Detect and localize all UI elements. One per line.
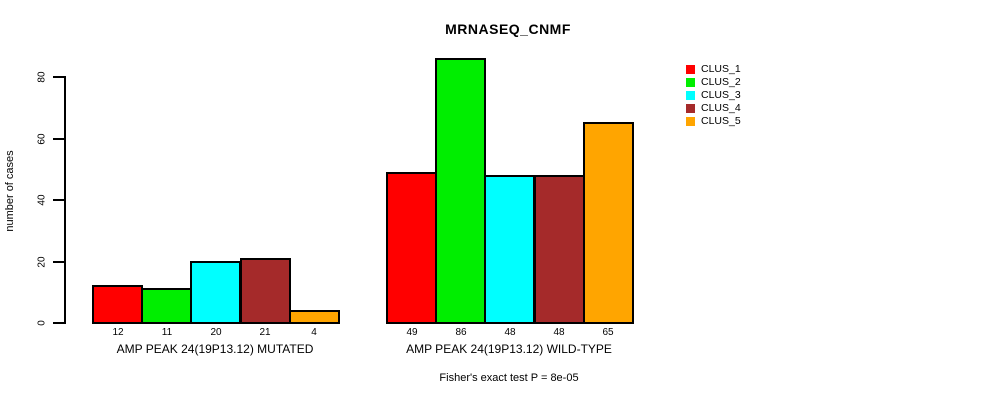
bar-clus_2-group-2 xyxy=(435,58,486,324)
y-axis-tick-label: 60 xyxy=(36,133,48,145)
footnote: Fisher's exact test P = 8e-05 xyxy=(439,372,579,384)
legend-swatch-clus_5 xyxy=(686,117,695,126)
bar-clus_4-group-1 xyxy=(240,258,291,324)
y-axis-tick xyxy=(53,76,64,79)
x-axis-group-label: AMP PEAK 24(19P13.12) MUTATED xyxy=(116,342,314,356)
bar-clus_3-group-2 xyxy=(484,175,535,324)
bar-value-label: 65 xyxy=(602,327,614,338)
bar-clus_5-group-1 xyxy=(289,310,340,324)
legend-swatch-clus_3 xyxy=(686,91,695,100)
y-axis-tick xyxy=(53,260,64,263)
legend-swatch-clus_2 xyxy=(686,78,695,87)
bar-value-label: 49 xyxy=(406,327,418,338)
y-axis-tick xyxy=(53,137,64,140)
bar-value-label: 21 xyxy=(259,327,271,338)
y-axis-tick xyxy=(53,322,64,324)
bar-clus_4-group-2 xyxy=(534,175,585,324)
bar-value-label: 86 xyxy=(455,327,467,338)
bar-clus_5-group-2 xyxy=(583,122,634,324)
legend-label-clus_4: CLUS_4 xyxy=(701,102,741,114)
x-axis-group-label: AMP PEAK 24(19P13.12) WILD-TYPE xyxy=(406,342,612,356)
legend-swatch-clus_1 xyxy=(686,65,695,74)
bar-value-label: 20 xyxy=(210,327,222,338)
bar-clus_1-group-1 xyxy=(92,285,143,324)
y-axis-line xyxy=(64,76,66,324)
y-axis-tick-label: 20 xyxy=(36,256,48,268)
bar-value-label: 11 xyxy=(161,327,173,338)
bar-value-label: 12 xyxy=(112,327,124,338)
y-axis-tick xyxy=(53,199,64,202)
chart-title: MRNASEQ_CNMF xyxy=(445,21,571,37)
bar-clus_3-group-1 xyxy=(190,261,241,324)
legend-label-clus_5: CLUS_5 xyxy=(701,115,741,127)
y-axis-tick-label: 0 xyxy=(36,320,48,326)
bar-clus_1-group-2 xyxy=(386,172,437,324)
legend-swatch-clus_4 xyxy=(686,104,695,113)
y-axis-tick-label: 80 xyxy=(36,71,48,83)
legend-label-clus_3: CLUS_3 xyxy=(701,89,741,101)
legend-label-clus_2: CLUS_2 xyxy=(701,76,741,88)
legend-label-clus_1: CLUS_1 xyxy=(701,63,741,75)
bar-value-label: 4 xyxy=(311,327,317,338)
bar-value-label: 48 xyxy=(504,327,516,338)
y-axis-tick-label: 40 xyxy=(36,194,48,206)
bar-clus_2-group-1 xyxy=(141,288,192,324)
bar-value-label: 48 xyxy=(553,327,565,338)
y-axis-label: number of cases xyxy=(4,150,16,232)
